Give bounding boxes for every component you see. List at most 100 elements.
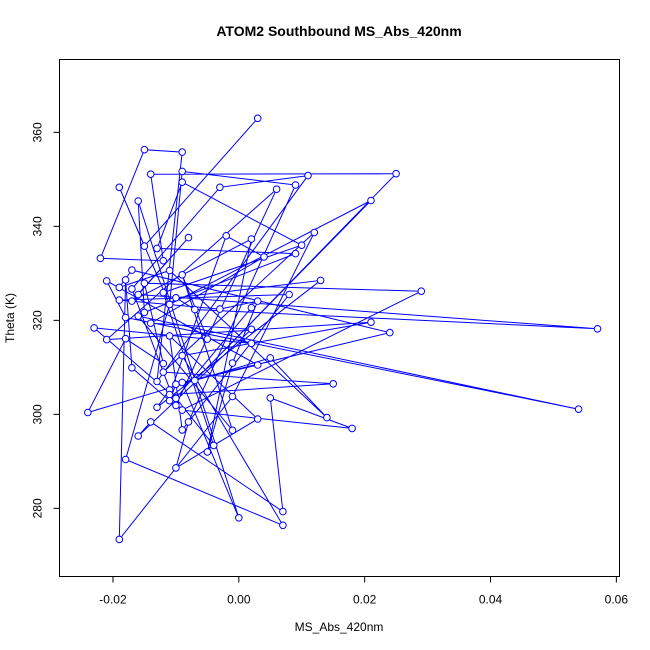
- y-tick-label: 300: [31, 404, 45, 424]
- data-point: [228, 359, 237, 367]
- x-tick-label: -0.02: [99, 593, 127, 607]
- data-point: [279, 507, 287, 516]
- data-point: [310, 228, 319, 237]
- data-point: [178, 406, 186, 414]
- data-point: [593, 325, 602, 333]
- data-point: [140, 279, 149, 288]
- data-point: [84, 408, 92, 417]
- x-tick-label: 0.06: [605, 593, 629, 607]
- data-point: [159, 256, 168, 265]
- data-point: [260, 253, 268, 261]
- data-point: [417, 287, 426, 296]
- data-point: [291, 181, 300, 189]
- data-point: [203, 448, 212, 456]
- data-point: [228, 426, 237, 435]
- chart-title: ATOM2 Southbound MS_Abs_420nm: [216, 23, 461, 39]
- data-point: [165, 332, 174, 340]
- data-point: [115, 535, 124, 544]
- data-point: [128, 297, 136, 305]
- data-point: [253, 361, 262, 369]
- data-point: [134, 432, 142, 440]
- data-point: [159, 359, 168, 368]
- data-point: [146, 418, 155, 426]
- data-point: [146, 170, 155, 178]
- data-point: [367, 318, 375, 327]
- data-point: [329, 380, 338, 388]
- data-point: [285, 290, 294, 299]
- data-point: [128, 285, 136, 293]
- data-point: [235, 514, 243, 522]
- data-point: [165, 396, 174, 405]
- data-point: [140, 242, 149, 250]
- data-point: [272, 185, 281, 193]
- data-point: [279, 521, 287, 530]
- data-point: [247, 303, 256, 312]
- data-point: [115, 283, 124, 292]
- data-point: [247, 325, 256, 334]
- series-layer: [84, 114, 602, 544]
- data-point: [153, 403, 161, 412]
- data-point: [348, 424, 356, 433]
- data-point: [121, 313, 130, 322]
- data-point: [146, 319, 155, 328]
- x-tick-label: 0.04: [479, 593, 503, 607]
- data-point: [178, 351, 186, 360]
- data-point: [172, 464, 180, 472]
- data-point: [297, 241, 306, 249]
- data-point: [128, 266, 136, 274]
- data-point: [178, 167, 186, 176]
- data-point: [121, 276, 130, 284]
- x-tick-label: 0.02: [353, 593, 377, 607]
- data-point: [323, 413, 331, 422]
- data-point: [102, 335, 111, 344]
- data-point: [291, 249, 300, 258]
- y-axis-label: Theta (K): [3, 293, 17, 343]
- y-tick-label: 320: [31, 310, 45, 330]
- data-point: [191, 376, 199, 385]
- data-point: [134, 290, 142, 299]
- data-point: [184, 418, 193, 426]
- data-point: [247, 339, 256, 348]
- data-point: [159, 288, 168, 297]
- x-tick-label: 0.00: [227, 593, 251, 607]
- data-point: [216, 183, 224, 192]
- data-point: [178, 426, 186, 434]
- data-point: [165, 266, 174, 275]
- data-point: [140, 308, 149, 317]
- y-tick-label: 360: [31, 122, 45, 142]
- data-point: [115, 296, 124, 304]
- data-point: [253, 415, 262, 423]
- data-point: [316, 276, 325, 285]
- data-point: [367, 196, 375, 205]
- data-point: [115, 183, 124, 192]
- data-point: [121, 334, 130, 343]
- data-point: [165, 300, 174, 309]
- data-point: [266, 394, 275, 402]
- data-point: [172, 401, 180, 410]
- data-point: [178, 178, 186, 186]
- data-point: [228, 392, 237, 401]
- x-axis: -0.02 0.00 0.02 0.04 0.06: [99, 576, 629, 607]
- data-point: [96, 254, 105, 263]
- data-point: [172, 394, 180, 403]
- data-point: [153, 244, 161, 253]
- data-point: [172, 294, 180, 302]
- data-point: [203, 335, 212, 343]
- data-point: [178, 378, 186, 387]
- data-point: [172, 380, 180, 389]
- data-point: [386, 328, 394, 337]
- data-point: [266, 354, 275, 362]
- data-point: [134, 312, 142, 320]
- data-point: [253, 297, 262, 305]
- data-point: [247, 235, 256, 243]
- data-point: [209, 441, 218, 450]
- data-point: [304, 171, 312, 180]
- y-tick-label: 340: [31, 216, 45, 236]
- data-point: [159, 368, 168, 376]
- data-point: [178, 271, 186, 279]
- data-point: [121, 455, 130, 464]
- x-axis-label: MS_Abs_420nm: [295, 620, 384, 634]
- data-point: [184, 233, 193, 242]
- data-point: [178, 148, 186, 156]
